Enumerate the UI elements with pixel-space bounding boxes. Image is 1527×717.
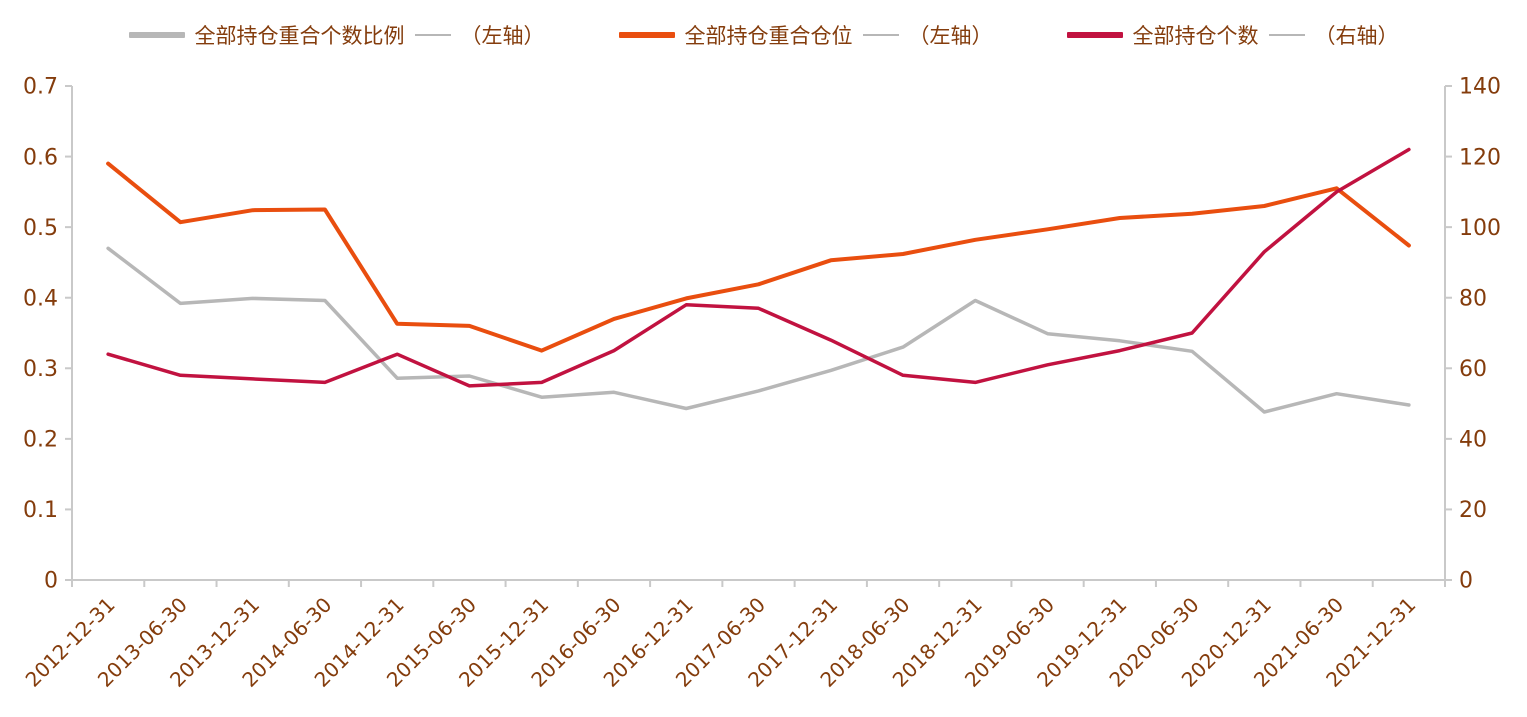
y-axis-left-label: 0.6	[23, 145, 58, 170]
y-axis-right-label: 0	[1459, 569, 1473, 594]
legend-swatch-orange	[618, 32, 675, 38]
legend-label: 全部持仓重合个数比例	[194, 24, 405, 48]
chart-legend: 全部持仓重合个数比例 （左轴） 全部持仓重合仓位 （左轴） 全部持仓个数 （右轴…	[0, 20, 1527, 50]
legend-dash-line	[414, 34, 451, 36]
y-axis-right-label: 20	[1459, 498, 1487, 523]
y-axis-right-label: 100	[1459, 216, 1501, 241]
y-axis-left-label: 0.4	[23, 286, 58, 311]
legend-axis-label: （右轴）	[1314, 24, 1399, 48]
y-axis-left-label: 0.7	[23, 75, 58, 100]
y-axis-left-label: 0.1	[23, 498, 58, 523]
y-axis-left-label: 0	[44, 569, 58, 594]
series-line-0	[106, 246, 1411, 414]
legend-swatch-gray	[128, 32, 185, 38]
y-axis-left-label: 0.3	[23, 357, 58, 382]
series-line-1	[106, 161, 1411, 353]
y-axis-right-label: 80	[1459, 286, 1487, 311]
y-axis-right-label: 120	[1459, 145, 1501, 170]
legend-axis-label: （左轴）	[460, 24, 545, 48]
legend-swatch-crimson	[1066, 32, 1123, 38]
legend-axis-label: （左轴）	[908, 24, 993, 48]
series-line-2	[106, 147, 1411, 388]
y-axis-right-label: 60	[1459, 357, 1487, 382]
y-axis-left-label: 0.2	[23, 428, 58, 453]
legend-label: 全部持仓重合仓位	[684, 24, 853, 48]
legend-item-overlap-position: 全部持仓重合仓位 （左轴）	[618, 20, 993, 50]
legend-item-overlap-count-ratio: 全部持仓重合个数比例 （左轴）	[128, 20, 545, 50]
y-axis-right-label: 40	[1459, 428, 1487, 453]
legend-dash-line	[862, 34, 899, 36]
legend-item-holdings-count: 全部持仓个数 （右轴）	[1066, 20, 1399, 50]
y-axis-left-label: 0.5	[23, 216, 58, 241]
y-axis-right-label: 140	[1459, 75, 1501, 100]
legend-label: 全部持仓个数	[1132, 24, 1259, 48]
legend-dash-line	[1268, 34, 1305, 36]
